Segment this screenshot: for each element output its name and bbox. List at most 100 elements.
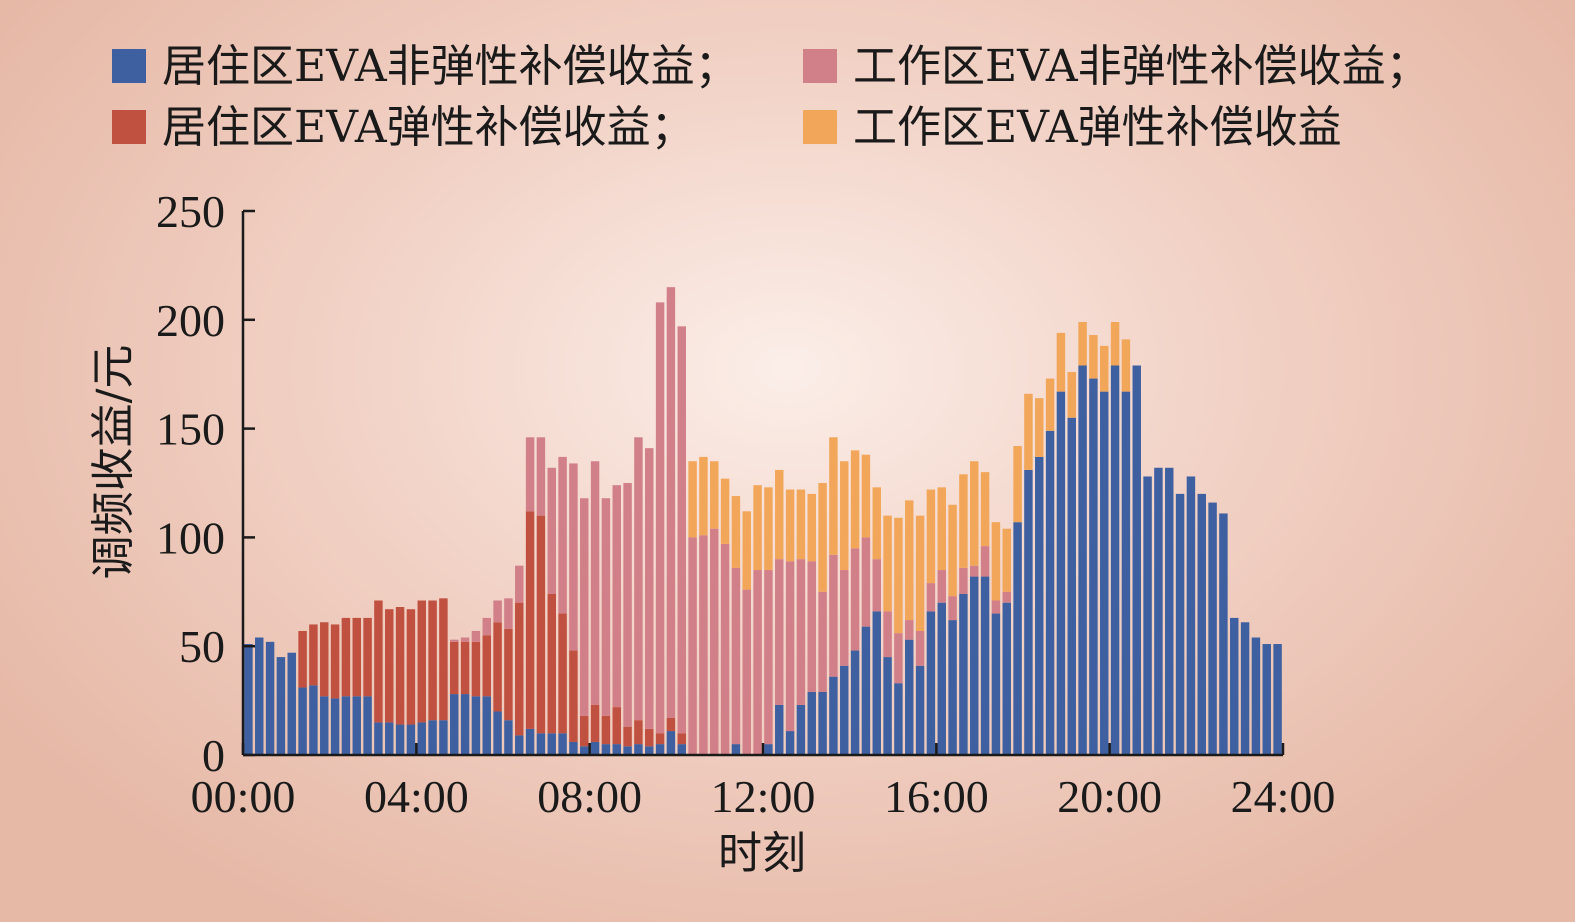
bar-segment [460,694,470,755]
bar-segment [959,593,968,755]
bar-segment [1024,469,1033,755]
bar-segment [634,720,643,745]
bar-segment [677,733,686,745]
bar-segment [352,617,361,697]
bar-segment [558,456,567,614]
bar-segment [915,665,925,755]
bar-segment [460,641,470,695]
legend-swatch [803,110,837,144]
bar-segment [569,650,578,742]
bar-segment [915,515,925,631]
bar-segment [450,641,459,695]
y-tick-label: 0 [202,730,225,781]
bar-segment [493,711,502,755]
bar-segment [677,326,686,734]
bar-segment [1143,476,1152,755]
bar-segment [471,641,481,697]
bar-segment [255,637,264,755]
bar-segment [1219,513,1228,755]
bar-segment [547,733,556,755]
bar-segment [688,537,697,755]
bar-segment [785,731,795,755]
bar-segment [590,461,600,705]
bar-segment [569,463,578,651]
legend-label: 工作区EVA弹性补偿收益 [853,102,1342,153]
bar-segment [645,728,654,747]
bar-segment [1089,335,1098,379]
bar-segment [1078,321,1087,366]
bar-segment [699,456,708,536]
bar-segment [666,718,676,732]
bar-segment [1251,637,1261,755]
bar-segment [710,461,719,529]
bar-segment [558,613,567,734]
bar-segment [330,698,340,755]
bar-segment [872,559,881,612]
bar-segment [298,630,307,688]
bar-segment [428,720,437,755]
bar-segment [1273,644,1282,755]
bar-segment [991,613,1001,755]
bar-segment [320,696,329,755]
bar-segment [980,576,990,755]
bar-segment [320,622,329,697]
bar-segment [948,620,957,755]
bar-segment [1208,502,1217,755]
bar-segment [634,744,643,755]
bar-segment [872,487,881,560]
legend-swatch [803,49,837,83]
bar-segment [450,639,459,642]
bar-segment [395,607,405,725]
bar-segment [298,687,307,755]
bar-segment [504,720,513,755]
bar-segment [915,630,925,666]
bar-segment [1002,602,1011,755]
bar-segment [309,624,318,686]
bar-segment [569,741,578,755]
bar-segment [482,696,491,755]
bar-segment [970,576,979,755]
bar-segment [287,652,296,755]
bar-segment [1197,493,1206,755]
bar-segment [1100,391,1109,755]
bar-segment [536,733,546,755]
bar-segment [948,596,957,621]
bar-segment [634,437,643,721]
legend-swatch [112,110,146,144]
bar-segment [894,517,903,634]
bar-segment [1002,591,1011,603]
bar-segment [1121,391,1131,755]
bar-segment [623,746,632,755]
bar-segment [385,609,394,723]
bar-segment [818,591,827,692]
bar-segment [406,724,416,755]
bar-segment [1240,622,1250,755]
bar-segment [450,694,459,755]
bar-segment [807,691,816,755]
legend-label: 工作区EVA非弹性补偿收益； [853,41,1430,92]
bar-segment [525,728,535,755]
bar-segment [515,602,524,736]
bar-segment [655,733,665,745]
bar-segment [785,561,795,732]
bar-segment [460,637,470,642]
bar-segment [276,657,286,755]
bar-segment [482,635,491,697]
bar-segment [504,628,513,721]
bar-segment [796,489,806,560]
bar-segment [861,454,871,538]
bar-segment [374,722,383,755]
bar-segment [796,704,806,755]
bar-segment [666,731,676,755]
bar-segment [926,489,936,584]
bar-segment [244,644,253,755]
bar-segment [753,485,762,571]
bar-segment [818,691,827,755]
bar-segment [363,617,372,697]
bar-segment [1067,417,1076,755]
bar-segment [970,461,979,566]
bar-segment [515,735,524,755]
bar-segment [406,609,416,725]
bar-segment [1100,345,1109,392]
x-tick-label: 00:00 [191,771,296,822]
